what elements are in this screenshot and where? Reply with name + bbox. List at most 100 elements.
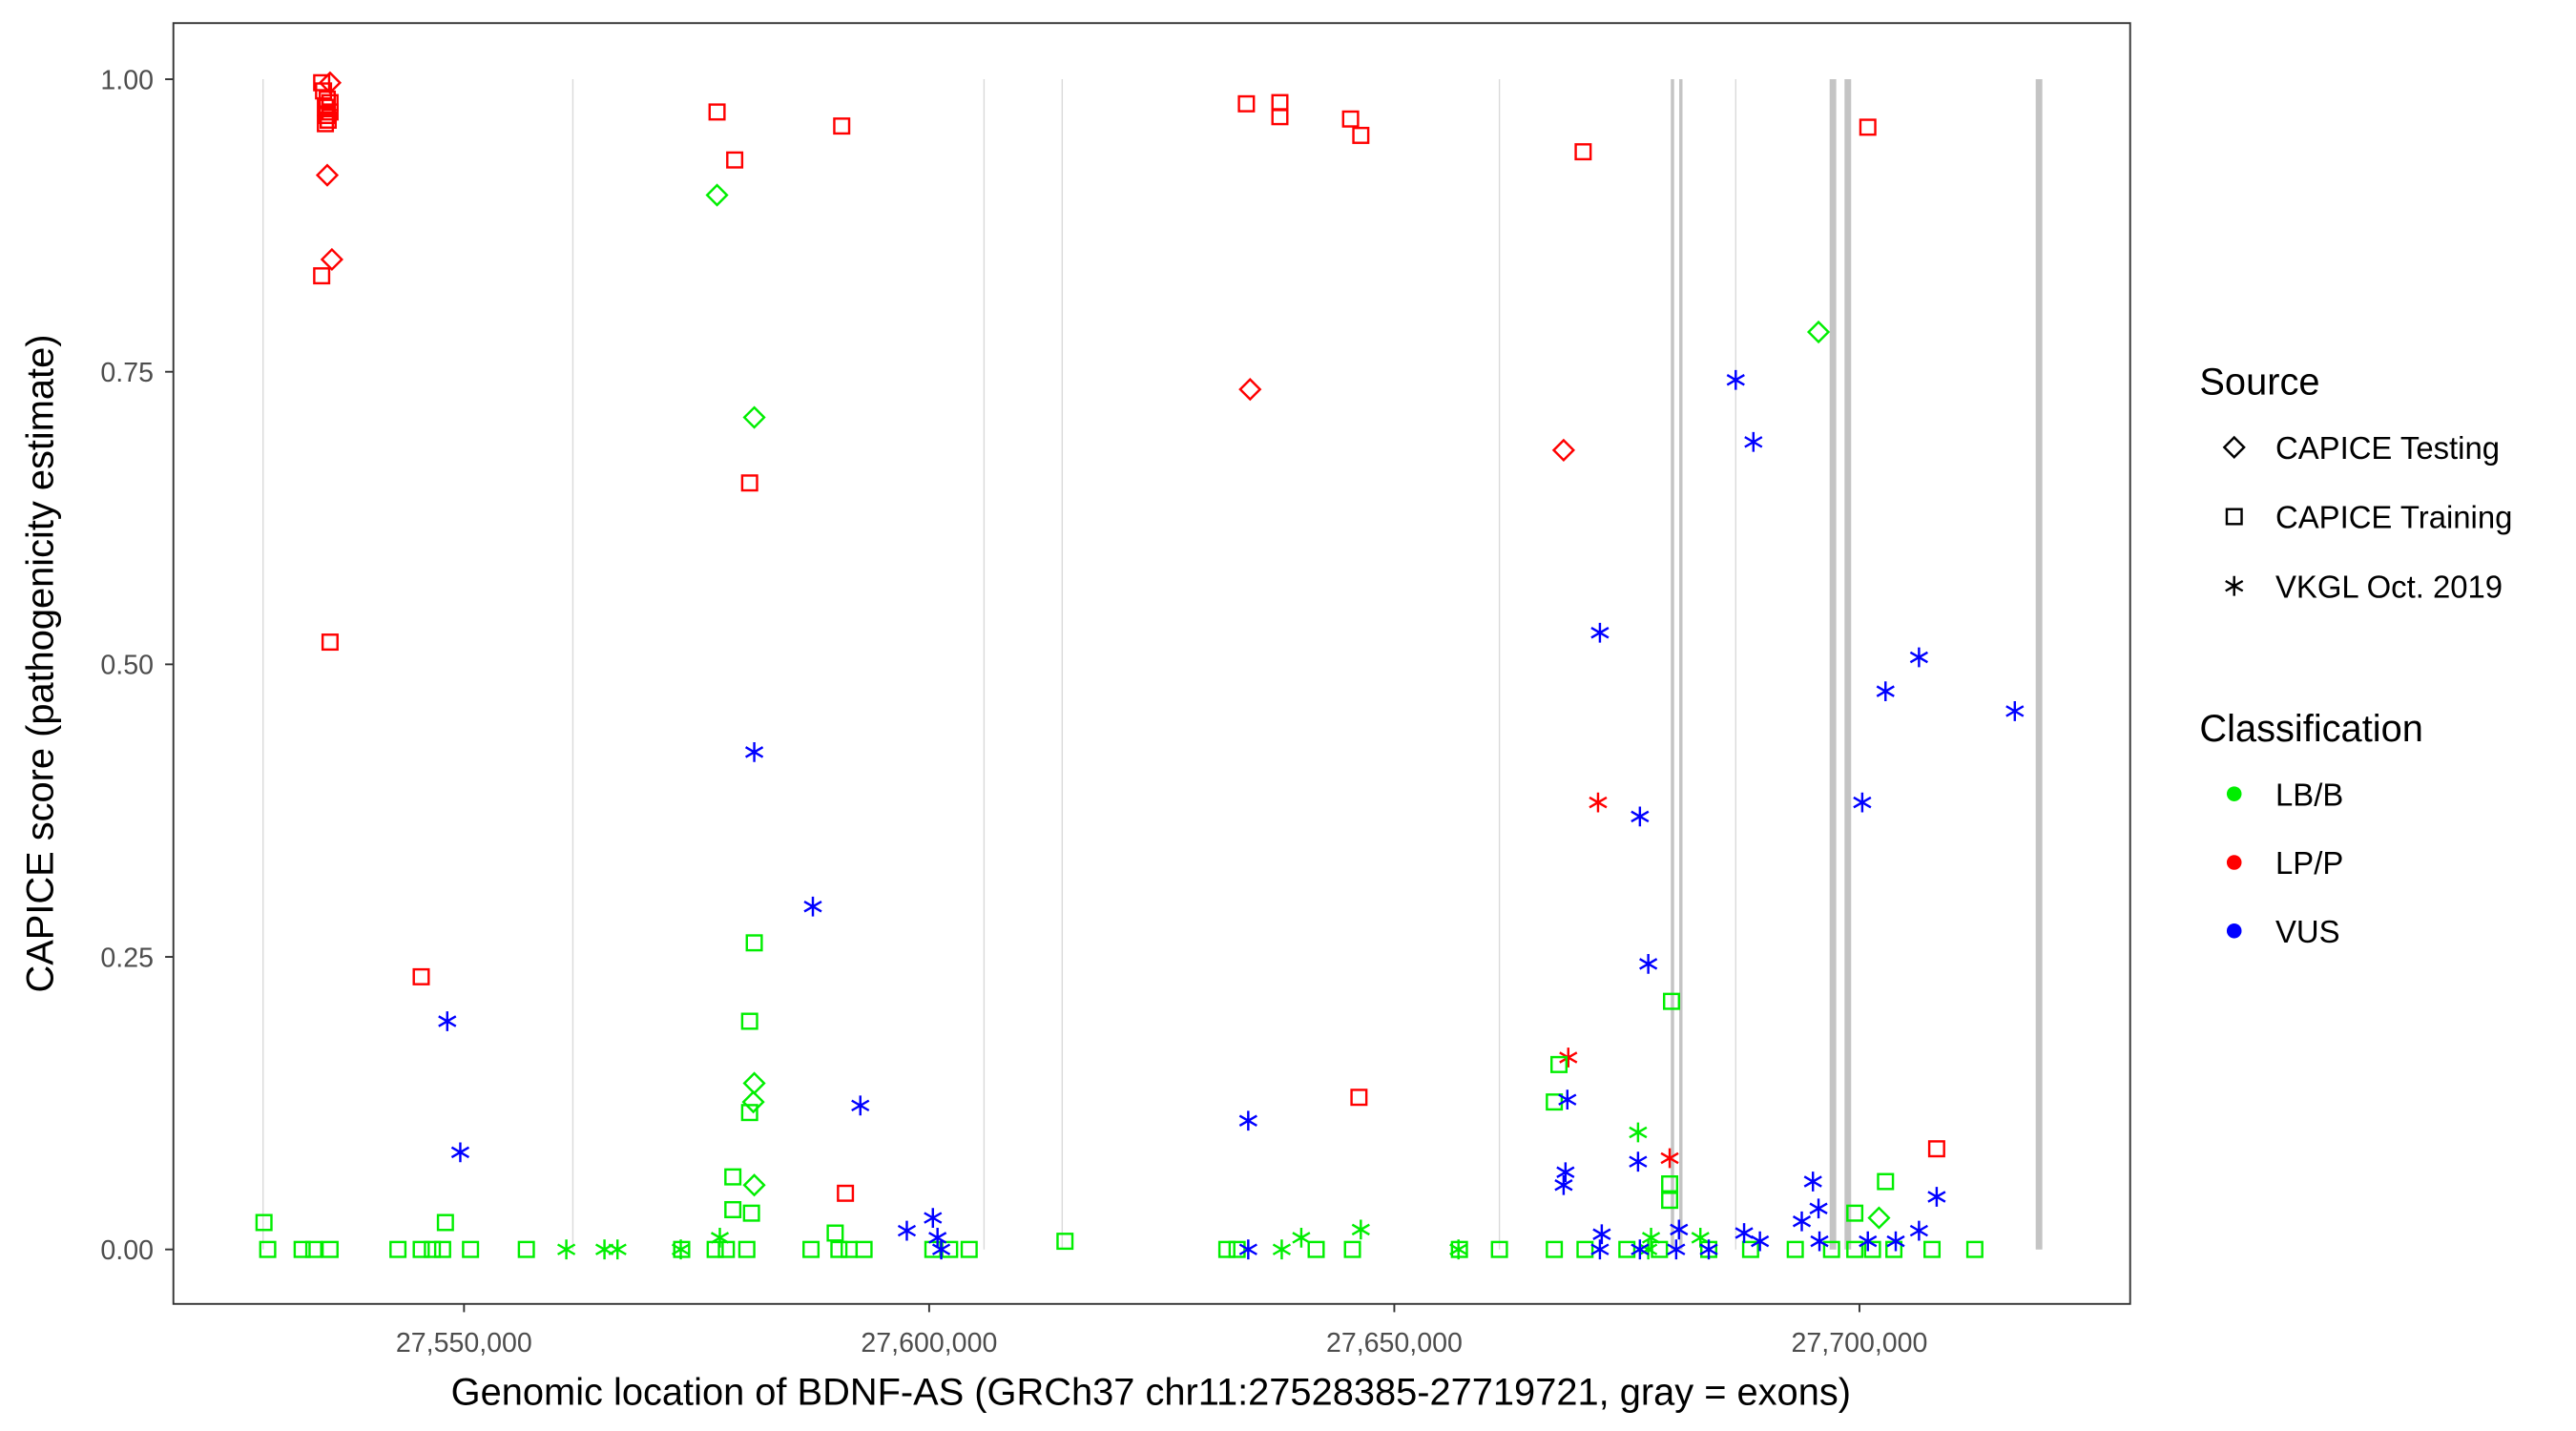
data-point [1822, 1240, 1840, 1258]
data-point [1343, 1240, 1361, 1258]
legend-title-source: Source [2199, 362, 2319, 404]
data-point [928, 1228, 947, 1248]
legend-key-diamond-icon [2222, 435, 2246, 459]
data-point [1590, 1239, 1610, 1260]
data-point [851, 1095, 870, 1116]
data-point [897, 1220, 917, 1241]
data-point [1237, 94, 1256, 113]
data-point [1909, 647, 1928, 668]
data-point [1550, 1055, 1568, 1073]
data-point [1744, 431, 1763, 452]
data-point [931, 1239, 951, 1260]
data-point [1449, 1239, 1468, 1260]
data-point [1307, 1240, 1325, 1258]
data-point [1660, 1148, 1679, 1169]
data-point [1590, 622, 1610, 643]
data-point [1876, 681, 1895, 701]
x-tick-label: 27,650,000 [1326, 1328, 1463, 1358]
data-point [742, 1173, 766, 1197]
data-point [830, 1240, 848, 1258]
data-point [255, 1213, 273, 1232]
plot-background [173, 23, 2130, 1304]
data-point [1661, 1175, 1679, 1192]
data-point [1271, 108, 1289, 126]
y-axis: 0.00 0.25 0.50 0.75 1.00 [100, 65, 174, 1266]
data-point [741, 1090, 765, 1114]
x-axis-title: Genomic location of BDNF-AS (GRCh37 chr1… [451, 1371, 1851, 1413]
data-point [1292, 1228, 1311, 1248]
data-point [1576, 1240, 1594, 1258]
data-point [855, 1240, 873, 1258]
legend-key-dot-icon [2226, 855, 2242, 870]
data-point [1238, 1239, 1257, 1260]
y-tick-label: 0.50 [100, 651, 154, 681]
data-point [708, 103, 726, 121]
data-point [1228, 1240, 1246, 1258]
y-tick-label: 0.00 [100, 1235, 154, 1266]
data-point [1741, 1240, 1759, 1258]
data-point [1863, 1240, 1881, 1258]
data-point [1751, 1231, 1770, 1252]
data-point [317, 114, 335, 133]
y-tick-label: 0.25 [100, 943, 154, 973]
data-point [1909, 1220, 1928, 1241]
data-point [608, 1239, 627, 1260]
y-tick-label: 1.00 [100, 65, 154, 95]
data-point [1803, 1172, 1822, 1192]
data-point [321, 1240, 339, 1258]
legend-label-source: CAPICE Training [2275, 500, 2512, 535]
x-axis: 27,550,000 27,600,000 27,650,000 27,700,000 [396, 1303, 1928, 1358]
x-tick-label: 27,700,000 [1792, 1328, 1928, 1358]
data-point [321, 93, 339, 112]
data-point [1927, 1187, 1946, 1207]
data-point [1786, 1240, 1804, 1258]
data-point [1341, 110, 1360, 128]
legend-label-classification: VUS [2275, 914, 2340, 949]
data-point [1272, 1239, 1292, 1260]
data-point [1846, 1204, 1864, 1222]
data-points [255, 71, 2025, 1260]
data-point [1667, 1239, 1686, 1260]
data-point [1351, 1219, 1370, 1240]
data-point [1618, 1240, 1636, 1258]
data-point [2005, 701, 2025, 721]
data-point [259, 1240, 277, 1258]
data-point [1853, 792, 1872, 813]
data-point [1641, 1228, 1661, 1248]
data-point [1631, 1239, 1650, 1260]
legend-key-square-icon [2225, 508, 2243, 526]
data-point [1490, 1240, 1508, 1258]
data-point [803, 896, 822, 917]
legend-title-classification: Classification [2199, 708, 2422, 750]
data-point [1877, 1172, 1895, 1191]
data-point [517, 1240, 535, 1258]
data-point [1350, 1089, 1368, 1107]
data-point [1559, 1047, 1578, 1068]
data-point [705, 183, 729, 207]
data-point [438, 1011, 457, 1031]
data-point [1859, 118, 1877, 136]
data-point [318, 71, 343, 94]
data-point [742, 405, 766, 429]
data-point [1554, 1174, 1573, 1195]
data-point [742, 1204, 760, 1222]
data-point [740, 474, 758, 492]
x-tick-label: 27,600,000 [861, 1328, 997, 1358]
data-point [1792, 1211, 1812, 1232]
data-point [726, 151, 744, 169]
data-point [1806, 320, 1831, 344]
data-point [740, 1104, 758, 1122]
data-point [1886, 1231, 1905, 1252]
data-point [1735, 1223, 1754, 1243]
x-tick-label: 27,550,000 [396, 1328, 532, 1358]
data-point [1546, 1240, 1564, 1258]
data-point [1574, 143, 1592, 161]
data-point [710, 1228, 730, 1248]
data-point [433, 1240, 451, 1258]
data-point [1923, 1240, 1942, 1258]
legend-key-dot-icon [2226, 786, 2242, 801]
y-tick-label: 0.75 [100, 358, 154, 388]
data-point [1056, 1233, 1074, 1251]
data-point [1867, 1206, 1891, 1230]
